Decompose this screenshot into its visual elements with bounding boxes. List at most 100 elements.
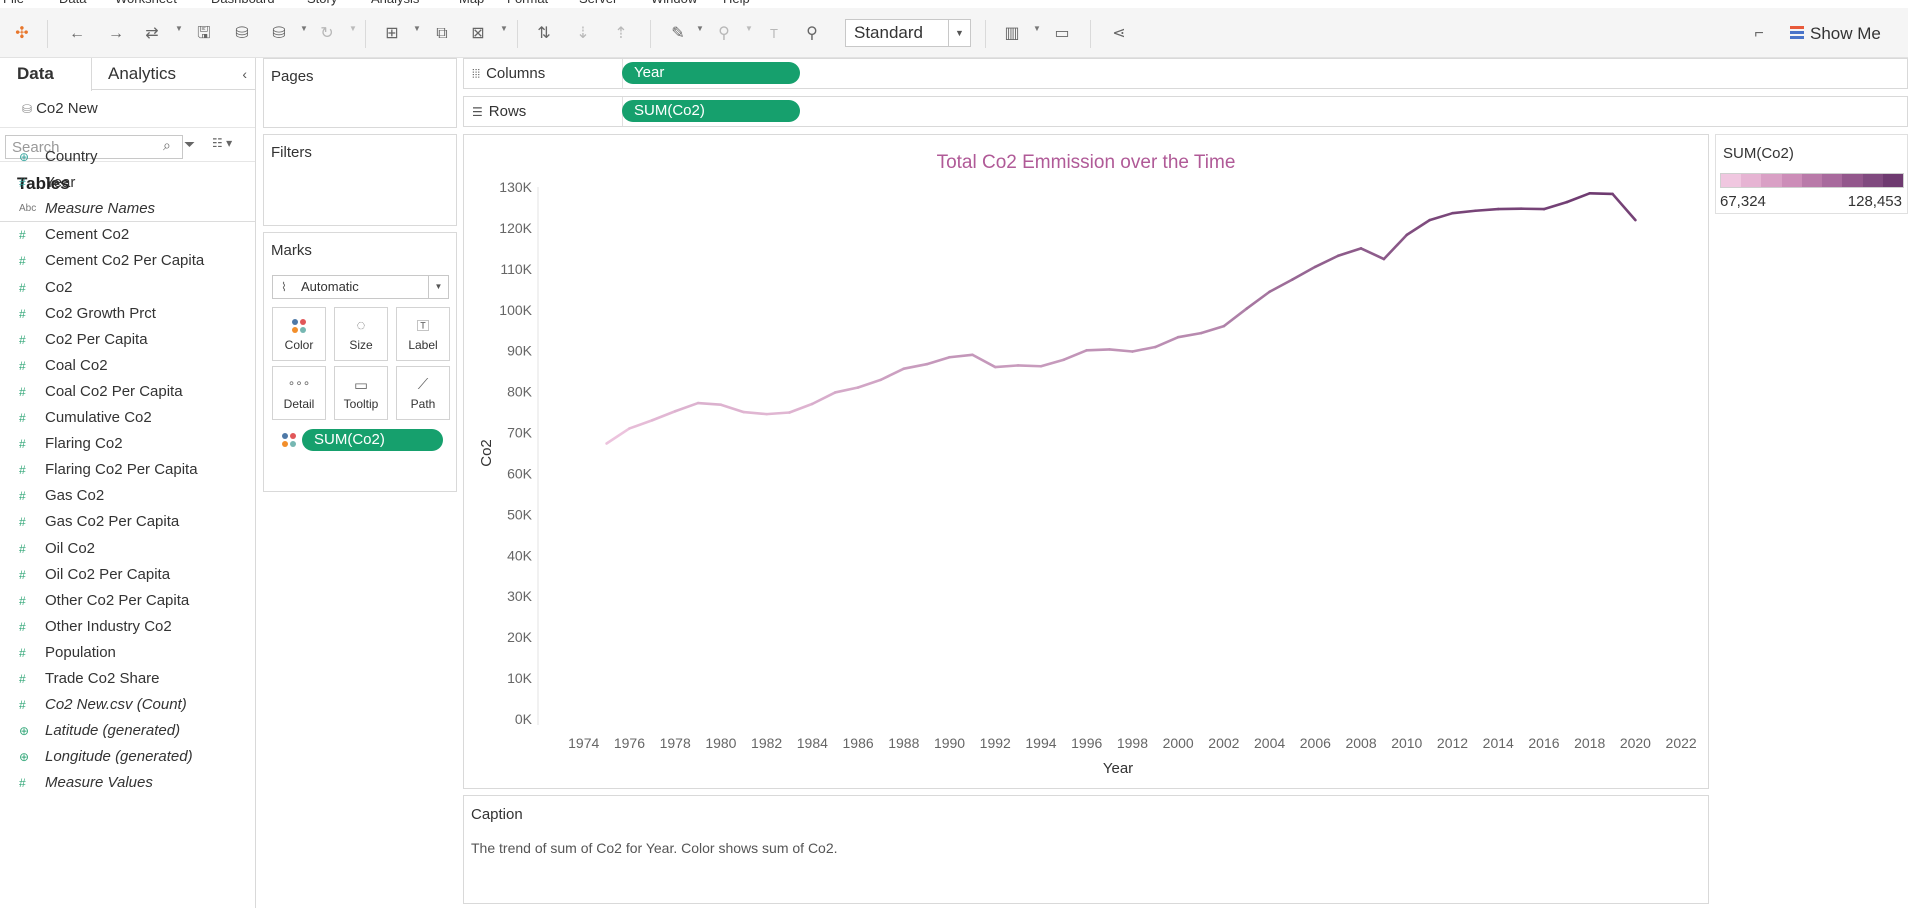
menu-item-server[interactable]: Server	[579, 0, 617, 6]
show-me-button[interactable]: Show Me	[1790, 21, 1881, 47]
show-cards-icon[interactable]: ▥	[1004, 25, 1020, 42]
line-segment[interactable]	[605, 427, 631, 445]
line-segment[interactable]	[1336, 247, 1363, 258]
menu-item-map[interactable]: Map	[459, 0, 484, 6]
share-icon[interactable]: ⋖	[1112, 25, 1126, 42]
path-button[interactable]: ⟋ Path	[396, 366, 450, 420]
line-segment[interactable]	[1016, 364, 1043, 368]
line-segment[interactable]	[1199, 324, 1226, 335]
field-item[interactable]: ⊕ Country	[0, 144, 255, 170]
line-segment[interactable]	[696, 401, 723, 407]
search-icon[interactable]: ⌕	[163, 137, 171, 153]
line-segment[interactable]	[1222, 307, 1249, 328]
line-segment[interactable]	[856, 378, 883, 389]
clear-sheet-icon[interactable]: ⊠	[471, 25, 485, 42]
redo-icon[interactable]: →	[108, 25, 124, 42]
line-segment[interactable]	[1428, 211, 1454, 222]
field-item[interactable]: # Flaring Co2 Per Capita	[0, 457, 255, 483]
menu-item-help[interactable]: Help	[723, 0, 750, 6]
tab-data[interactable]: Data	[0, 58, 92, 91]
chevron-down-icon[interactable]: ▼	[696, 24, 704, 33]
line-segment[interactable]	[993, 364, 1020, 369]
color-button[interactable]: Color	[272, 307, 326, 361]
field-item[interactable]: # Measure Values	[0, 770, 255, 796]
line-segment[interactable]	[1108, 348, 1134, 353]
field-item[interactable]: # Cement Co2	[0, 222, 255, 248]
field-item[interactable]: # Co2 Growth Prct	[0, 301, 255, 327]
chevron-down-icon[interactable]: ▼	[175, 24, 183, 33]
undo-icon[interactable]: ←	[69, 25, 85, 42]
line-segment[interactable]	[971, 353, 997, 369]
tooltip-button[interactable]: ▭ Tooltip	[334, 366, 388, 420]
tab-analytics[interactable]: Analytics	[108, 64, 177, 83]
detail-button[interactable]: ∘∘∘ Detail	[272, 366, 326, 420]
chevron-down-icon[interactable]: ▼	[948, 20, 970, 46]
line-segment[interactable]	[1131, 345, 1157, 353]
chevron-down-icon[interactable]: ▼	[1033, 24, 1041, 33]
view-options-icon[interactable]: ☷ ▾	[212, 136, 233, 150]
datasource-item[interactable]: ⛁ Co2 New	[0, 90, 255, 128]
line-segment[interactable]	[1588, 192, 1614, 196]
group-icon[interactable]: ⚲	[718, 25, 730, 42]
presentation-mode-icon[interactable]: ▭	[1054, 25, 1070, 42]
line-segment[interactable]	[1451, 209, 1477, 215]
tableau-logo-icon[interactable]: ✣	[15, 25, 29, 42]
field-item[interactable]: # Gas Co2 Per Capita	[0, 509, 255, 535]
sort-ascending-icon[interactable]: ⇣	[576, 25, 590, 42]
line-segment[interactable]	[673, 401, 700, 413]
chevron-down-icon[interactable]: ▼	[349, 24, 357, 33]
line-segment[interactable]	[833, 386, 860, 394]
line-chart[interactable]: Total Co2 Emmission over the Time Co2 Ye…	[464, 135, 1708, 788]
field-item[interactable]: # Co2 New.csv (Count)	[0, 692, 255, 718]
field-item[interactable]: # Co2 Per Capita	[0, 327, 255, 353]
line-segment[interactable]	[1542, 200, 1569, 211]
field-item[interactable]: # Coal Co2 Per Capita	[0, 379, 255, 405]
new-datasource-icon[interactable]: ⛁	[235, 25, 249, 42]
co2-series[interactable]	[605, 192, 1637, 445]
new-worksheet-icon[interactable]: ⊞	[385, 25, 399, 42]
highlight-icon[interactable]: ✎	[671, 25, 685, 42]
filter-icon[interactable]: ⏷	[184, 136, 196, 152]
field-item[interactable]: # Flaring Co2	[0, 431, 255, 457]
line-segment[interactable]	[811, 391, 837, 406]
line-segment[interactable]	[1474, 207, 1500, 213]
line-segment[interactable]	[1153, 335, 1180, 349]
line-segment[interactable]	[651, 409, 677, 422]
pause-updates-icon[interactable]: ⛁	[272, 25, 286, 42]
chevron-down-icon[interactable]: ▼	[413, 24, 421, 33]
rows-shelf[interactable]: ☰ Rows SUM(Co2)	[463, 96, 1908, 127]
field-item[interactable]: # Cement Co2 Per Capita	[0, 248, 255, 274]
chart-view[interactable]: Total Co2 Emmission over the Time Co2 Ye…	[463, 134, 1709, 789]
swap-icon[interactable]: ⇄	[145, 25, 159, 42]
filters-card[interactable]: Filters	[263, 134, 457, 226]
field-item[interactable]: # Year	[0, 170, 255, 196]
pages-card[interactable]: Pages	[263, 58, 457, 128]
line-segment[interactable]	[1382, 233, 1409, 261]
menu-item-format[interactable]: Format	[507, 0, 548, 6]
line-segment[interactable]	[1039, 358, 1066, 368]
menu-item-data[interactable]: Data	[59, 0, 86, 6]
line-segment[interactable]	[765, 411, 791, 416]
line-segment[interactable]	[1085, 348, 1111, 352]
line-segment[interactable]	[879, 367, 906, 382]
line-segment[interactable]	[1314, 254, 1340, 269]
mark-type-select[interactable]: ⌇ Automatic ▼	[272, 275, 449, 299]
line-segment[interactable]	[948, 353, 974, 359]
chevron-down-icon[interactable]: ▼	[428, 276, 448, 298]
sort-descending-icon[interactable]: ⇡	[614, 25, 628, 42]
menu-item-worksheet[interactable]: Worksheet	[115, 0, 177, 6]
field-item[interactable]: # Oil Co2	[0, 536, 255, 562]
line-segment[interactable]	[1062, 348, 1089, 361]
menu-item-window[interactable]: Window	[651, 0, 697, 6]
menu-item-dashboard[interactable]: Dashboard	[211, 0, 275, 6]
field-item[interactable]: # Gas Co2	[0, 483, 255, 509]
line-segment[interactable]	[902, 362, 928, 370]
line-segment[interactable]	[1268, 278, 1294, 294]
field-item[interactable]: ⊕ Longitude (generated)	[0, 744, 255, 770]
caption-card[interactable]: Caption The trend of sum of Co2 for Year…	[463, 795, 1709, 904]
field-item[interactable]: # Other Industry Co2	[0, 614, 255, 640]
line-segment[interactable]	[1611, 192, 1637, 222]
line-segment[interactable]	[1565, 192, 1591, 204]
menu-item-analysis[interactable]: Analysis	[371, 0, 419, 6]
size-button[interactable]: ◌ Size	[334, 307, 388, 361]
